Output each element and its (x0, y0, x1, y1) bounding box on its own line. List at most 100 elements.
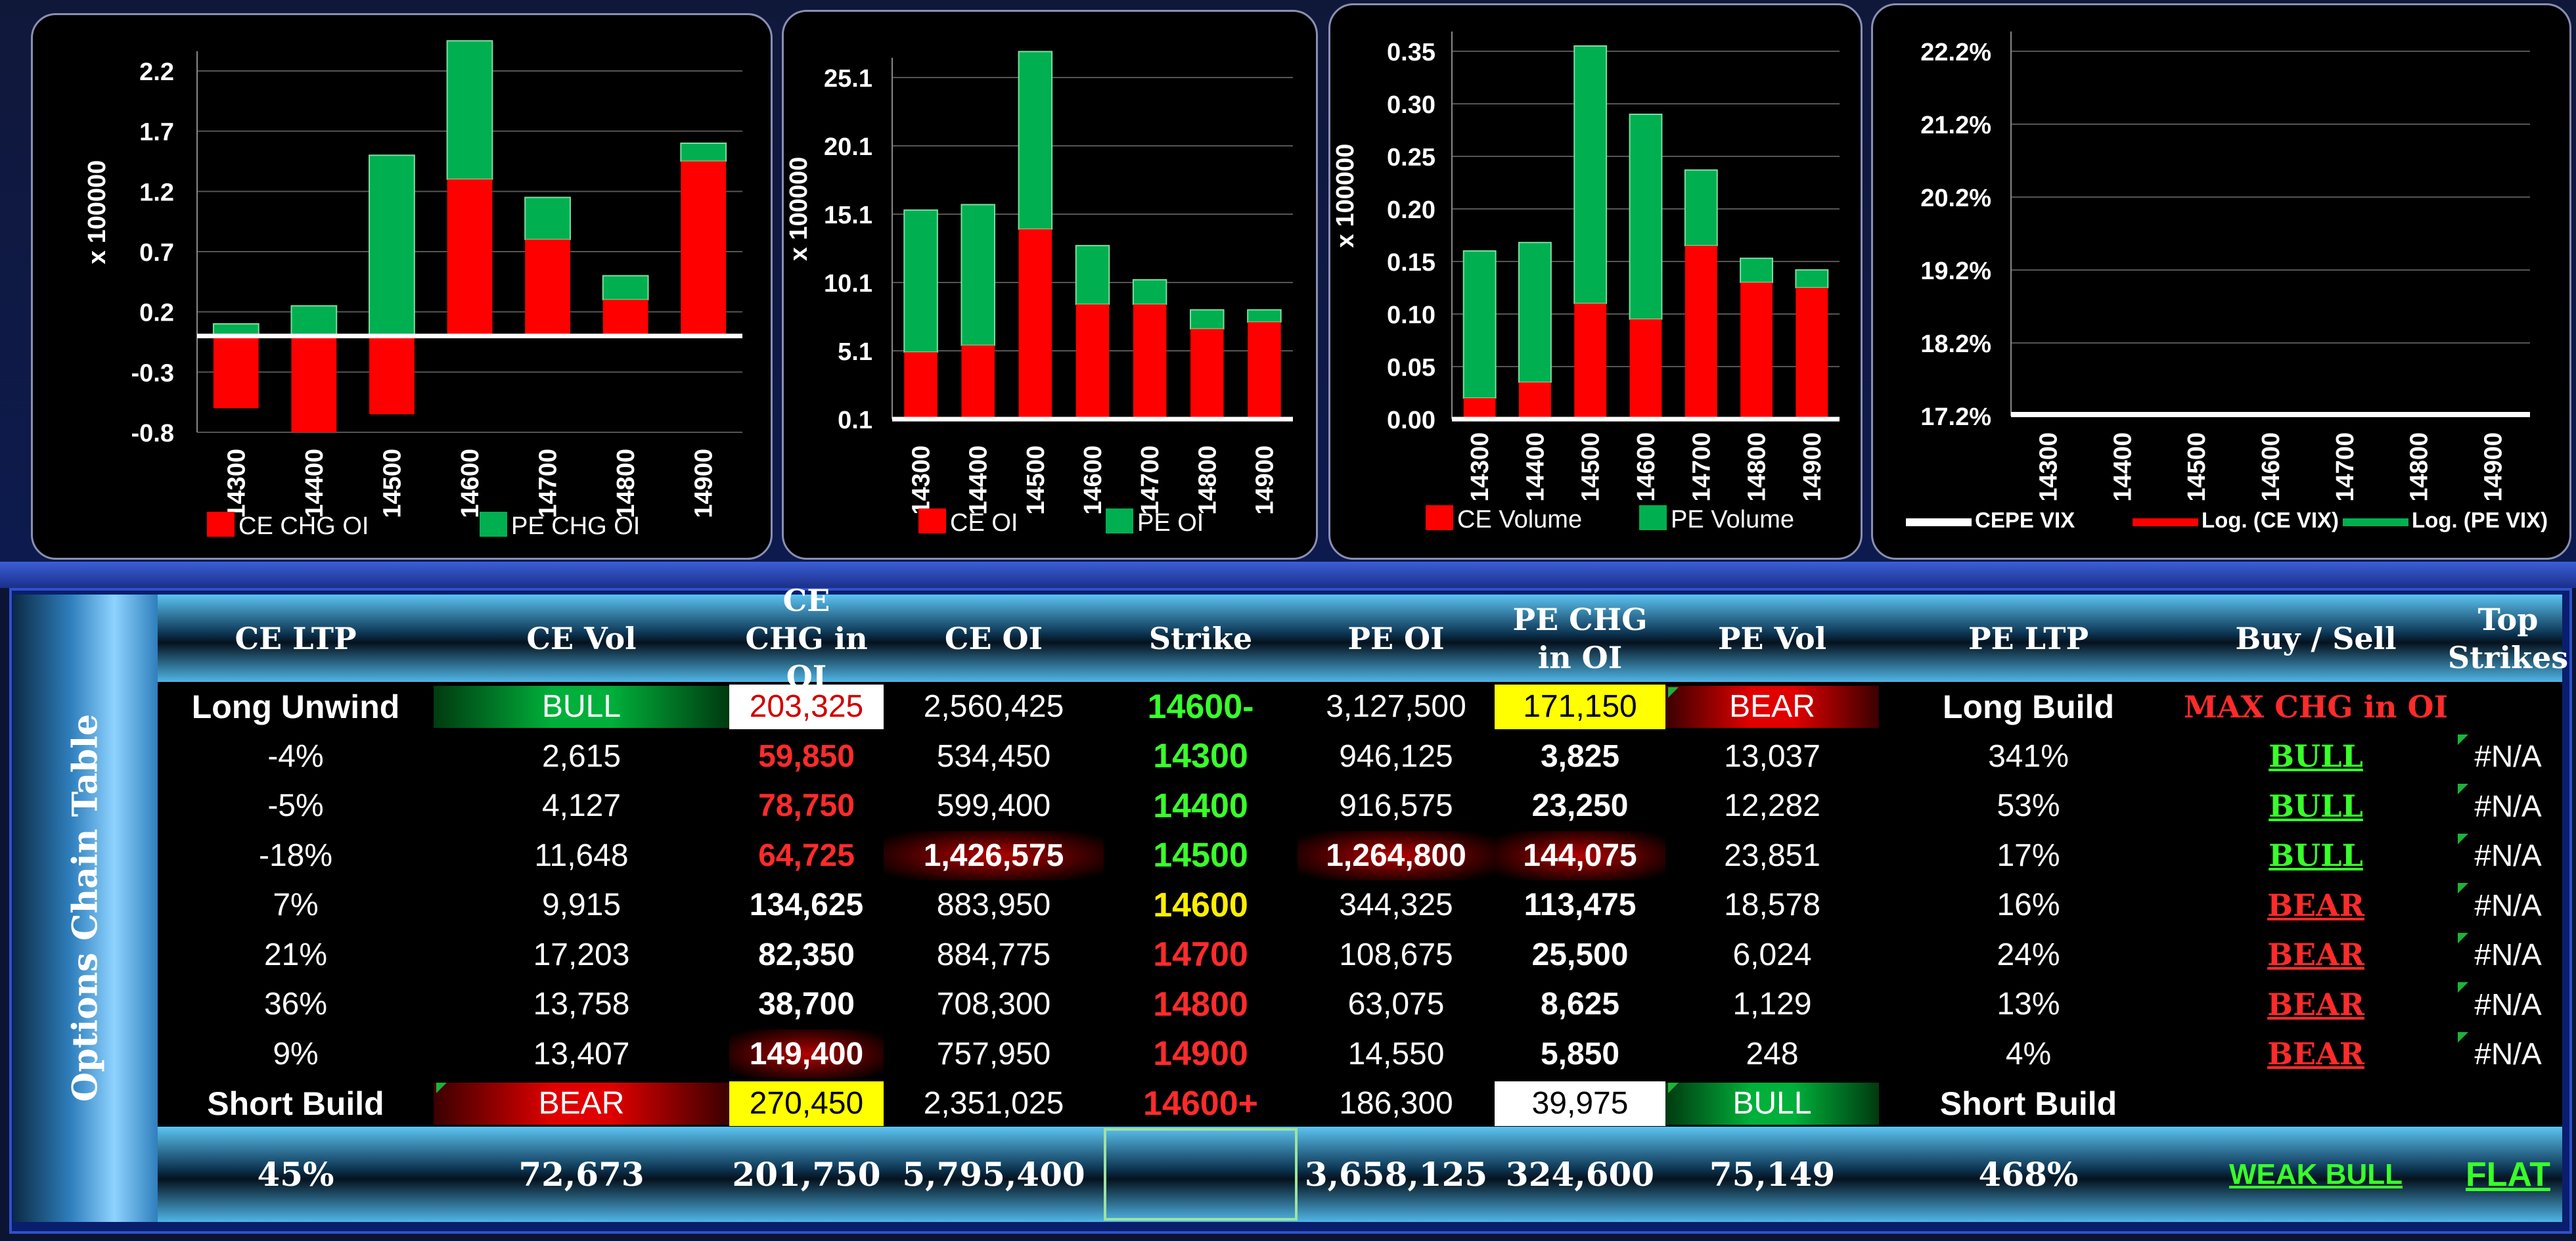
row-signal[interactable]: BULL (2178, 732, 2454, 782)
row-ce-oi[interactable]: 884,775 (884, 930, 1104, 980)
row-ce-oi[interactable]: 708,300 (884, 980, 1104, 1029)
top-strike[interactable]: 14600- (1104, 682, 1298, 732)
total-top[interactable]: FLAT (2454, 1127, 2562, 1222)
row-pe-chg[interactable]: 3,825 (1495, 732, 1665, 782)
row-ce-chg[interactable]: 82,350 (729, 930, 884, 980)
row-pe-oi[interactable]: 108,675 (1298, 930, 1495, 980)
row-pe-ltp[interactable]: 16% (1879, 880, 2178, 930)
top-ce-oi[interactable]: 2,560,425 (884, 682, 1104, 732)
row-pe-oi[interactable]: 946,125 (1298, 732, 1495, 782)
bottom-ce-ltp[interactable]: Short Build (158, 1079, 434, 1129)
top-ce-ltp[interactable]: Long Unwind (158, 682, 434, 732)
row-ce-vol[interactable]: 11,648 (434, 831, 729, 881)
row-pe-chg[interactable]: 144,075 (1495, 831, 1665, 881)
bottom-ce-chg[interactable]: 270,450 (729, 1081, 884, 1126)
row-pe-oi[interactable]: 14,550 (1298, 1029, 1495, 1079)
row-ce-vol[interactable]: 4,127 (434, 781, 729, 831)
row-ce-ltp[interactable]: -18% (158, 831, 434, 881)
row-ce-chg[interactable]: 38,700 (729, 980, 884, 1029)
row-strike[interactable]: 14900 (1104, 1029, 1298, 1079)
row-pe-chg[interactable]: 5,850 (1495, 1029, 1665, 1079)
row-ce-ltp[interactable]: 21% (158, 930, 434, 980)
row-ce-vol[interactable]: 17,203 (434, 930, 729, 980)
row-pe-oi[interactable]: 1,264,800 (1298, 831, 1495, 881)
bottom-ce-vol[interactable]: BEAR (434, 1083, 729, 1125)
total-signal[interactable]: WEAK BULL (2178, 1127, 2454, 1222)
total-ce-ltp[interactable]: 45% (158, 1127, 434, 1222)
row-ce-oi[interactable]: 1,426,575 (884, 831, 1104, 881)
row-strike[interactable]: 14400 (1104, 781, 1298, 831)
top-signal[interactable]: MAX CHG in OI (2178, 682, 2454, 732)
row-top-strike[interactable]: #N/A (2454, 880, 2562, 930)
total-pe-vol[interactable]: 75,149 (1665, 1127, 1879, 1222)
row-pe-chg[interactable]: 23,250 (1495, 781, 1665, 831)
top-pe-oi[interactable]: 3,127,500 (1298, 682, 1495, 732)
row-signal[interactable]: BEAR (2178, 980, 2454, 1029)
row-ce-vol[interactable]: 13,758 (434, 980, 729, 1029)
row-ce-ltp[interactable]: 36% (158, 980, 434, 1029)
row-ce-ltp[interactable]: 7% (158, 880, 434, 930)
row-pe-vol[interactable]: 6,024 (1665, 930, 1879, 980)
row-pe-ltp[interactable]: 13% (1879, 980, 2178, 1029)
row-ce-chg[interactable]: 64,725 (729, 831, 884, 881)
row-ce-chg[interactable]: 78,750 (729, 781, 884, 831)
row-pe-vol[interactable]: 248 (1665, 1029, 1879, 1079)
row-strike[interactable]: 14500 (1104, 831, 1298, 881)
row-pe-chg[interactable]: 113,475 (1495, 880, 1665, 930)
bottom-pe-oi[interactable]: 186,300 (1298, 1079, 1495, 1129)
row-pe-vol[interactable]: 12,282 (1665, 781, 1879, 831)
row-pe-ltp[interactable]: 24% (1879, 930, 2178, 980)
total-pe-chg[interactable]: 324,600 (1495, 1127, 1665, 1222)
row-signal[interactable]: BULL (2178, 781, 2454, 831)
row-signal[interactable]: BEAR (2178, 930, 2454, 980)
row-pe-chg[interactable]: 25,500 (1495, 930, 1665, 980)
bottom-strike[interactable]: 14600+ (1104, 1079, 1298, 1129)
bottom-pe-vol[interactable]: BULL (1665, 1083, 1879, 1125)
row-signal[interactable]: BEAR (2178, 880, 2454, 930)
row-pe-vol[interactable]: 18,578 (1665, 880, 1879, 930)
row-ce-oi[interactable]: 599,400 (884, 781, 1104, 831)
row-pe-chg[interactable]: 8,625 (1495, 980, 1665, 1029)
top-pe-vol[interactable]: BEAR (1665, 686, 1879, 728)
row-top-strike[interactable]: #N/A (2454, 732, 2562, 782)
total-ce-oi[interactable]: 5,795,400 (884, 1127, 1104, 1222)
row-ce-oi[interactable]: 534,450 (884, 732, 1104, 782)
row-pe-oi[interactable]: 344,325 (1298, 880, 1495, 930)
bottom-ce-oi[interactable]: 2,351,025 (884, 1079, 1104, 1129)
row-pe-oi[interactable]: 916,575 (1298, 781, 1495, 831)
row-ce-chg[interactable]: 134,625 (729, 880, 884, 930)
row-pe-vol[interactable]: 23,851 (1665, 831, 1879, 881)
row-top-strike[interactable]: #N/A (2454, 930, 2562, 980)
row-ce-oi[interactable]: 883,950 (884, 880, 1104, 930)
top-pe-ltp[interactable]: Long Build (1879, 682, 2178, 732)
row-top-strike[interactable]: #N/A (2454, 831, 2562, 881)
row-pe-ltp[interactable]: 53% (1879, 781, 2178, 831)
row-ce-vol[interactable]: 2,615 (434, 732, 729, 782)
row-ce-ltp[interactable]: -4% (158, 732, 434, 782)
row-ce-vol[interactable]: 13,407 (434, 1029, 729, 1079)
row-top-strike[interactable]: #N/A (2454, 980, 2562, 1029)
row-pe-oi[interactable]: 63,075 (1298, 980, 1495, 1029)
row-strike[interactable]: 14300 (1104, 732, 1298, 782)
bottom-pe-ltp[interactable]: Short Build (1879, 1079, 2178, 1129)
row-strike[interactable]: 14600 (1104, 880, 1298, 930)
row-strike[interactable]: 14800 (1104, 980, 1298, 1029)
row-ce-vol[interactable]: 9,915 (434, 880, 729, 930)
row-pe-vol[interactable]: 1,129 (1665, 980, 1879, 1029)
row-top-strike[interactable]: #N/A (2454, 781, 2562, 831)
row-strike[interactable]: 14700 (1104, 930, 1298, 980)
row-ce-oi[interactable]: 757,950 (884, 1029, 1104, 1079)
row-pe-vol[interactable]: 13,037 (1665, 732, 1879, 782)
row-top-strike[interactable]: #N/A (2454, 1029, 2562, 1079)
top-ce-vol[interactable]: BULL (434, 686, 729, 728)
row-signal[interactable]: BEAR (2178, 1029, 2454, 1079)
total-pe-ltp[interactable]: 468% (1879, 1127, 2178, 1222)
row-pe-ltp[interactable]: 17% (1879, 831, 2178, 881)
row-ce-chg[interactable]: 59,850 (729, 732, 884, 782)
total-pe-oi[interactable]: 3,658,125 (1298, 1127, 1495, 1222)
selected-cell[interactable] (1104, 1128, 1298, 1221)
top-ce-chg[interactable]: 203,325 (729, 685, 884, 729)
row-ce-chg[interactable]: 149,400 (729, 1029, 884, 1079)
total-ce-chg[interactable]: 201,750 (729, 1127, 884, 1222)
top-pe-chg[interactable]: 171,150 (1495, 685, 1665, 729)
